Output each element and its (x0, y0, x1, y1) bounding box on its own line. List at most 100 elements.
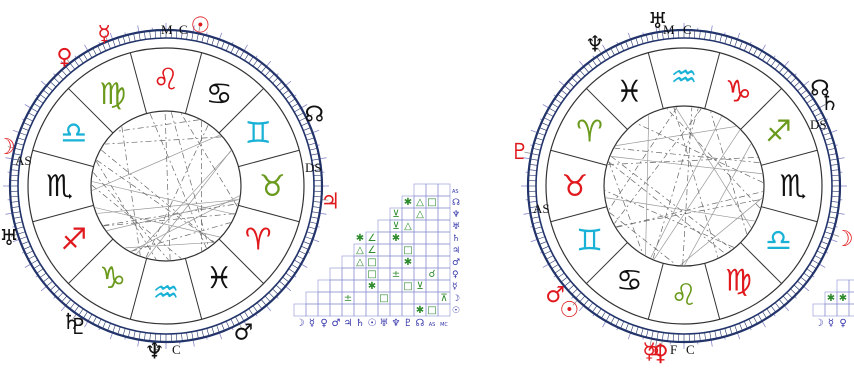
degree-hatch (264, 69, 271, 77)
degree-tick (523, 212, 531, 215)
angle-label-mc: M (663, 22, 675, 37)
degree-hatch (739, 323, 743, 331)
degree-hatch (704, 332, 707, 341)
degree-hatch (557, 94, 565, 100)
aspect-grid-cell (437, 207, 451, 221)
degree-hatch (304, 236, 313, 240)
degree-hatch (10, 201, 19, 203)
degree-hatch (803, 272, 811, 278)
angle-label-as: AS (15, 153, 32, 168)
degree-hatch (757, 50, 763, 58)
aspect-line (121, 126, 141, 256)
degree-tick (818, 263, 826, 268)
degree-tick (243, 44, 248, 52)
aspect-glyph: ✱ (404, 257, 412, 268)
degree-hatch (230, 318, 235, 327)
degree-tick (627, 332, 632, 340)
sign-divider (761, 149, 818, 166)
aspect-line (103, 213, 235, 227)
degree-hatch (33, 103, 41, 108)
degree-hatch (762, 53, 767, 61)
aspect-line (605, 197, 755, 222)
degree-hatch (239, 50, 245, 58)
degree-tick (300, 104, 308, 109)
degree-hatch (143, 332, 146, 341)
zodiac-sign-icon: ♎︎ (765, 224, 792, 259)
aspect-glyph: ∠ (368, 233, 377, 244)
aspect-grid-cell (437, 195, 451, 209)
degree-hatch (829, 211, 838, 214)
degree-hatch (575, 292, 582, 299)
degree-hatch (719, 329, 723, 338)
degree-hatch (303, 241, 311, 245)
aspect-grid-cell (836, 279, 850, 293)
degree-hatch (69, 62, 76, 70)
degree-hatch (535, 231, 544, 235)
degree-tick (5, 157, 13, 160)
degree-hatch (601, 311, 606, 319)
degree-tick (542, 263, 550, 268)
aspect-line (653, 129, 741, 260)
aspect-line (95, 207, 220, 238)
aspect-grid-cell (413, 231, 427, 245)
degree-hatch (306, 137, 315, 141)
degree-hatch (264, 295, 271, 303)
degree-hatch (57, 292, 64, 299)
aspect-grid-cell (329, 279, 343, 293)
aspect-line (607, 156, 758, 165)
degree-tick (265, 60, 272, 67)
planet-icon: ♆︎ (145, 340, 165, 365)
planet-pointer (833, 234, 840, 237)
degree-hatch (543, 117, 552, 122)
degree-hatch (143, 31, 146, 40)
degree-hatch (816, 117, 825, 122)
aspect-line (610, 155, 732, 250)
degree-hatch (661, 31, 664, 40)
degree-hatch (303, 127, 311, 131)
degree-hatch (191, 331, 194, 340)
degree-hatch (285, 272, 293, 278)
aspect-line (92, 172, 169, 261)
degree-tick (602, 44, 607, 52)
aspect-line (635, 122, 764, 183)
degree-hatch (587, 302, 594, 310)
planet-icon: ☊︎ (810, 76, 830, 101)
degree-hatch (719, 34, 723, 43)
degree-hatch (46, 85, 53, 92)
planet-icon: ♄︎ (820, 91, 840, 116)
angle-label-ic: F (670, 342, 677, 357)
aspect-grid-cell (425, 183, 439, 197)
degree-hatch (15, 142, 24, 146)
aspect-line (130, 195, 240, 252)
zodiac-sign-icon: ♒︎ (153, 276, 180, 311)
aspect-glyph: ✱ (356, 233, 364, 244)
degree-hatch (560, 276, 568, 283)
sign-divider (238, 149, 300, 168)
degree-hatch (699, 333, 701, 342)
degree-hatch (812, 107, 820, 113)
planet-icon: ☽︎ (0, 135, 16, 160)
degree-hatch (39, 94, 47, 100)
degree-tick (761, 44, 766, 52)
aspect-grid-cell (389, 243, 403, 257)
sign-divider (218, 238, 264, 284)
degree-hatch (601, 53, 606, 61)
degree-hatch (528, 196, 537, 198)
aspect-grid-cell (329, 303, 343, 317)
aspect-grid-cell (413, 219, 427, 233)
degree-hatch (548, 259, 556, 265)
degree-tick (627, 32, 632, 40)
degree-hatch (640, 35, 644, 44)
planet-pointer (524, 151, 531, 154)
degree-hatch (133, 330, 136, 339)
degree-hatch (275, 81, 283, 88)
zodiac-sign-icon: ♎︎ (60, 116, 87, 151)
degree-hatch (10, 174, 19, 176)
aspect-glyph: △ (356, 257, 364, 268)
aspect-glyph: □ (403, 245, 412, 256)
degree-hatch (117, 37, 121, 46)
aspect-grid-cell (413, 291, 427, 305)
degree-hatch (19, 132, 28, 136)
degree-hatch (30, 259, 38, 265)
degree-hatch (579, 295, 586, 303)
